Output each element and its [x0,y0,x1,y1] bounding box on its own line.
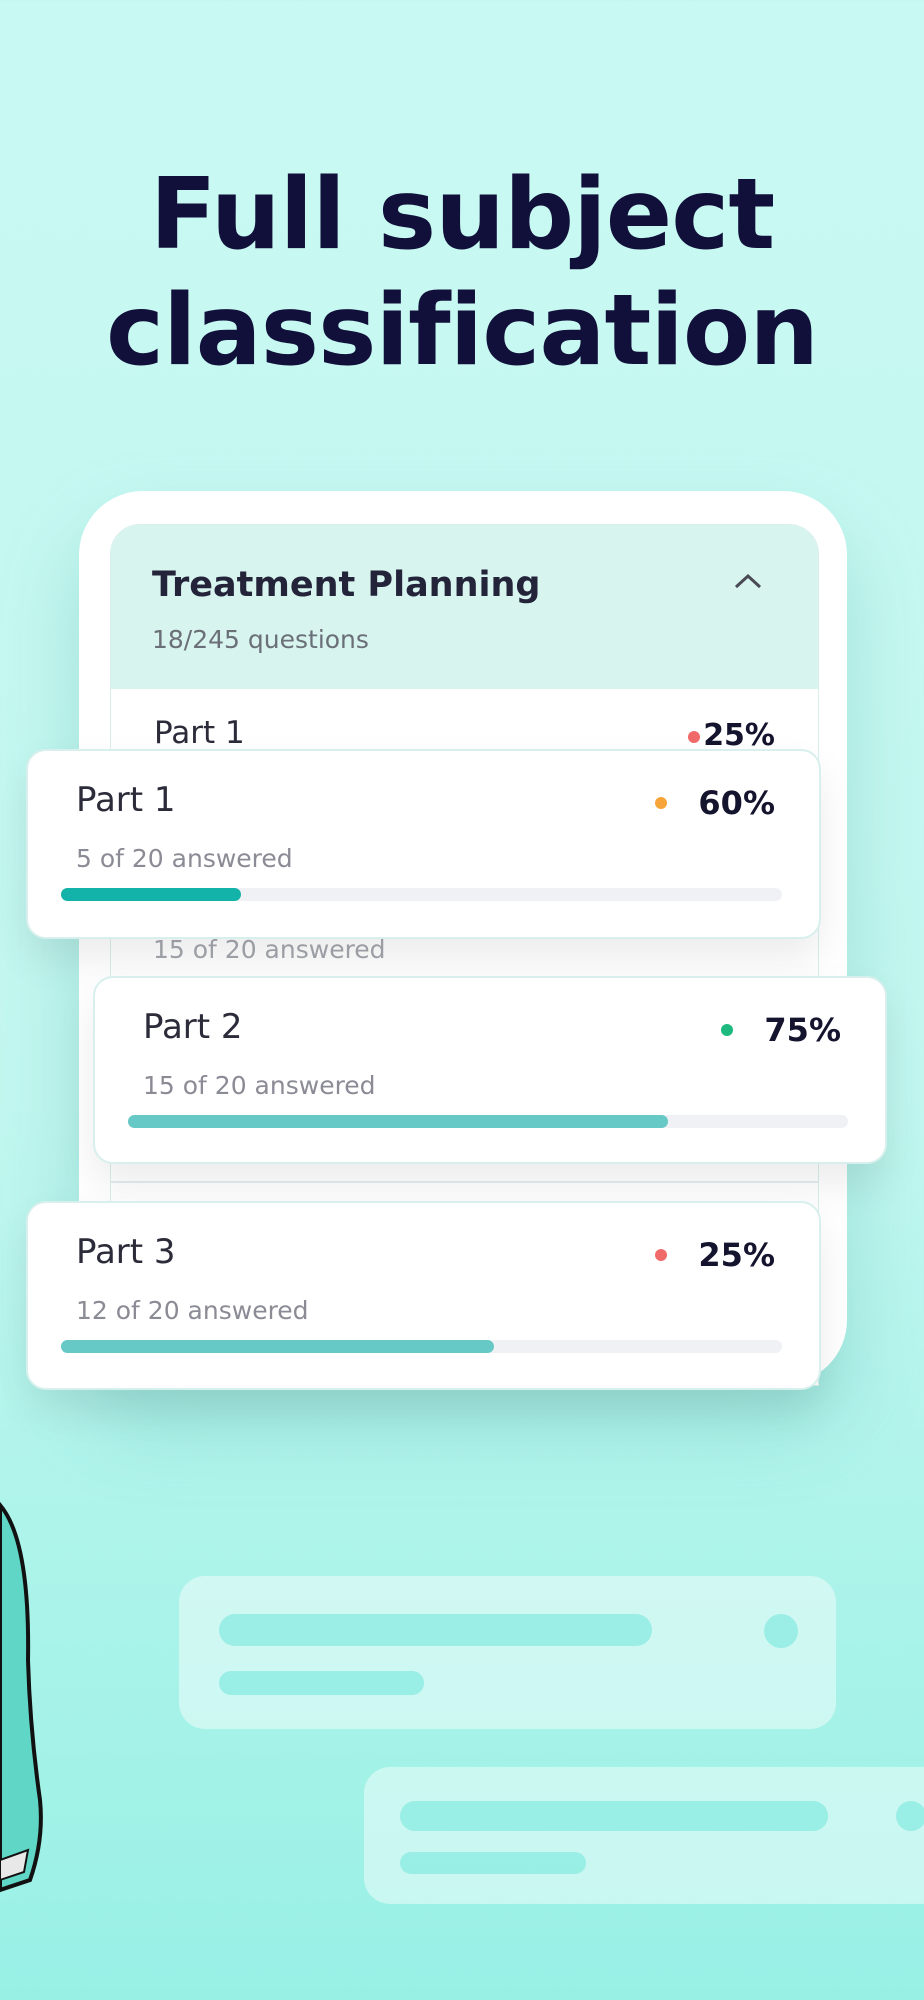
status-dot [655,797,667,809]
panel-subtitle: 18/245 questions [152,625,369,654]
placeholder-dot [764,1614,798,1648]
progress-bar [128,1115,668,1128]
placeholder-card [179,1576,836,1729]
part-card: Part 1 60% 5 of 20 answered [26,749,821,939]
part-card: Part 2 75% 15 of 20 answered [93,976,887,1164]
placeholder-line [219,1671,424,1695]
mascot [0,1501,43,1893]
part-card: Part 3 25% 12 of 20 answered [26,1201,821,1390]
progress-track [128,1115,848,1128]
placeholder-dot [896,1801,924,1831]
part-name: Part 2 [143,1007,243,1047]
panel-title: Treatment Planning [152,565,541,605]
part-name: Part 3 [76,1232,176,1272]
panel: Treatment Planning 18/245 questions Part… [110,524,819,1386]
progress-track [61,888,782,901]
divider [111,1181,818,1183]
row-percent: 25% [703,718,775,753]
progress-track [61,1340,782,1353]
progress-bar [61,1340,494,1353]
placeholder-line [219,1614,652,1646]
panel-header: Treatment Planning 18/245 questions [111,525,818,689]
part-answered: 15 of 20 answered [143,1071,376,1100]
placeholder-line [400,1852,586,1874]
part-percent: 25% [698,1236,775,1274]
part-percent: 60% [698,784,775,822]
part-answered: 12 of 20 answered [76,1296,309,1325]
placeholder-line [400,1801,828,1831]
part-name: Part 1 [76,780,176,820]
progress-bar [61,888,242,901]
headline: classification [105,274,819,388]
row-name: Part 1 [154,715,245,751]
status-dot [688,731,700,743]
placeholder-card [364,1767,924,1904]
part-answered: 5 of 20 answered [76,844,293,873]
row-answered: 15 of 20 answered [153,935,386,964]
part-percent: 75% [764,1011,841,1049]
status-dot [721,1024,733,1036]
status-dot [655,1249,667,1261]
headline: Full subject [149,158,775,272]
chevron [734,573,762,589]
